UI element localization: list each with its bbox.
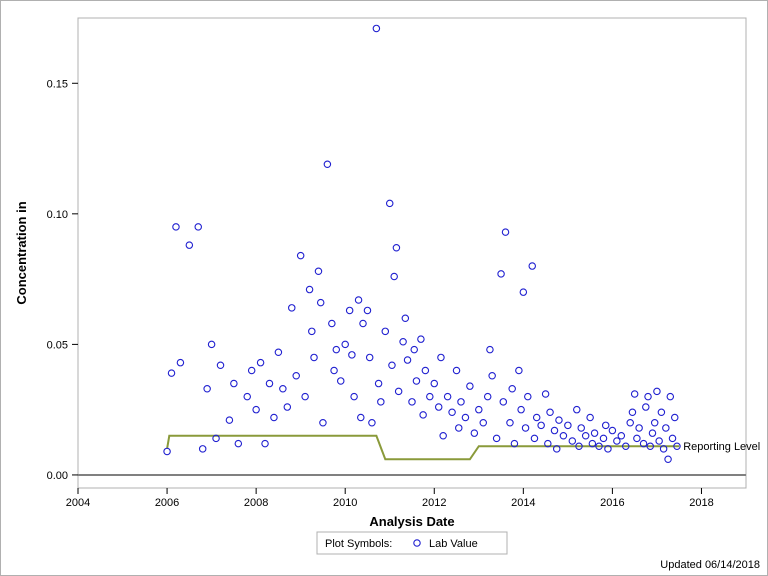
reporting-level-label: Reporting Level	[683, 441, 760, 453]
x-tick-label: 2012	[422, 497, 446, 509]
x-tick-label: 2004	[66, 497, 90, 509]
scatter-chart: 0.00 0.05 0.10 0.15 2004 2006 2008 2010 2012 2014…	[0, 0, 768, 576]
x-tick-label: 2010	[333, 497, 357, 509]
legend-title: Plot Symbols:	[325, 538, 392, 550]
x-tick-label: 2016	[600, 497, 624, 509]
outer-frame	[1, 1, 768, 576]
footnote: Updated 06/14/2018	[660, 559, 760, 571]
y-tick-label: 0.00	[47, 470, 68, 482]
legend-series-label: Lab Value	[429, 538, 478, 550]
x-tick-label: 2014	[511, 497, 535, 509]
x-tick-label: 2006	[155, 497, 179, 509]
x-tick-label: 2018	[689, 497, 713, 509]
y-axis-label: Concentration in	[14, 201, 29, 304]
y-tick-label: 0.05	[47, 339, 68, 351]
x-tick-label: 2008	[244, 497, 268, 509]
y-tick-label: 0.15	[47, 78, 68, 90]
y-tick-label: 0.10	[47, 209, 68, 221]
x-axis-label: Analysis Date	[369, 514, 454, 529]
